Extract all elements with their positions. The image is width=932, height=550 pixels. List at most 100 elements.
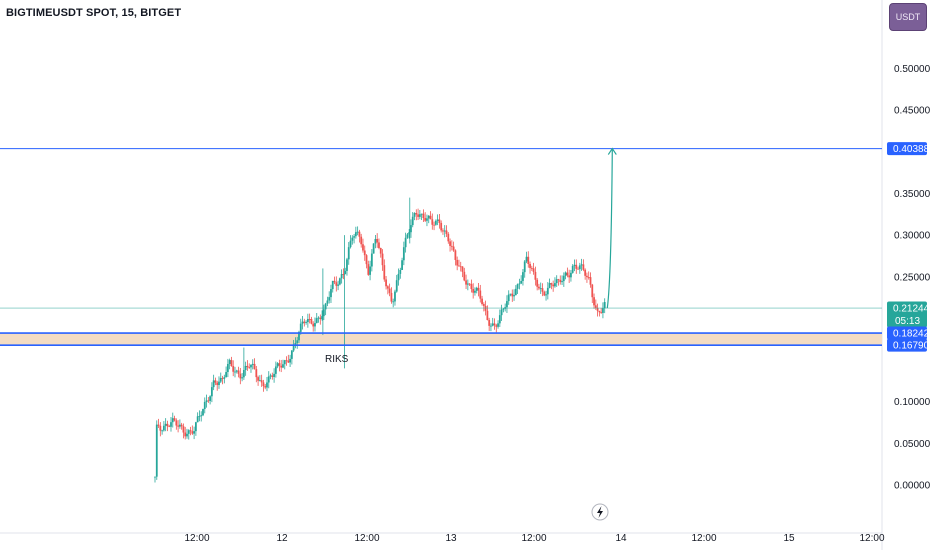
candle-body [516, 284, 519, 289]
horizontal-levels[interactable] [0, 147, 882, 346]
candle-body [182, 426, 185, 433]
candle-body [470, 284, 473, 290]
candle-body [155, 424, 158, 477]
candle-body [351, 237, 354, 241]
candle-body [305, 322, 307, 323]
candle-body [418, 214, 421, 217]
time-tick-label: 12:00 [184, 533, 209, 544]
candle-body [274, 366, 277, 374]
candle-body [463, 271, 466, 281]
time-tick-label: 12:00 [521, 533, 546, 544]
annotations: RIKS [325, 354, 349, 365]
candle-body [490, 325, 492, 327]
candle-body [383, 265, 386, 280]
candle-body [534, 271, 537, 280]
candle-body [402, 247, 405, 261]
candle-body [372, 243, 375, 254]
candle-body [269, 375, 272, 377]
candle-body [221, 377, 224, 379]
candle-body [189, 430, 192, 432]
candle-body [170, 422, 172, 427]
price-tag-label: 0.40388 [893, 144, 930, 155]
candle-body [173, 418, 176, 421]
candle-body [586, 275, 588, 278]
candle-body [417, 214, 419, 217]
candle-body [458, 265, 460, 267]
candle-body [493, 323, 496, 326]
support-zone-fill [0, 333, 882, 346]
candle-body [282, 364, 284, 368]
candle-body [550, 283, 553, 285]
candle-body [397, 273, 400, 281]
candle-body [194, 422, 197, 432]
candle-body [273, 373, 275, 377]
candle-body [358, 231, 361, 237]
candle-body [481, 298, 483, 305]
projection-arrowhead [607, 147, 617, 155]
candle-body [218, 381, 220, 386]
price-tick-label: 0.25000 [894, 272, 931, 283]
candle-body [502, 308, 505, 310]
time-tick-label: 15 [783, 533, 795, 544]
candle-body [491, 323, 494, 326]
price-tag-box [887, 326, 927, 340]
candle-body [523, 261, 526, 273]
candle-body [486, 310, 489, 320]
candle-body [488, 319, 491, 326]
chart-grid [0, 0, 883, 550]
candle-body [411, 216, 414, 226]
price-tick-label: 0.35000 [894, 189, 931, 200]
candle-body [266, 382, 268, 388]
candle-body [226, 364, 229, 373]
candle-body [442, 230, 444, 232]
candle-body [456, 259, 459, 266]
candle-body [589, 277, 592, 285]
candle-body [292, 344, 295, 351]
candle-body [251, 363, 254, 365]
candle-body [210, 387, 213, 397]
candle-body [363, 250, 366, 256]
candle-body [177, 425, 180, 427]
candle-body [223, 377, 226, 379]
candle-body [568, 275, 571, 278]
candle-body [548, 283, 551, 288]
annotation-label: RIKS [325, 354, 349, 365]
candle-body [353, 236, 355, 238]
price-tick-label: 0.10000 [894, 397, 931, 408]
candle-body [381, 253, 384, 266]
lightning-icon[interactable] [591, 503, 609, 521]
projection-arrow[interactable] [606, 148, 613, 309]
price-tick-label: 0.30000 [894, 231, 931, 242]
candle-body [349, 240, 352, 248]
candle-body [310, 319, 313, 324]
currency-button[interactable]: USDT [889, 3, 927, 31]
candle-body [587, 277, 590, 278]
candle-body [342, 274, 345, 275]
candle-body [299, 323, 302, 332]
candle-body [207, 400, 210, 402]
candle-body [386, 286, 389, 289]
candle-body [283, 360, 286, 365]
time-tick-label: 13 [445, 533, 457, 544]
candle-body [495, 325, 498, 327]
candle-body [166, 423, 169, 427]
time-axis[interactable]: 12:00 12 12:00 13 12:00 14 12:00 15 12:00 [184, 533, 884, 544]
candle-body [203, 401, 206, 410]
candle-body [186, 433, 188, 437]
candle-body [561, 281, 563, 283]
candle-body [404, 237, 407, 248]
support-zone [0, 333, 882, 346]
price-tag[interactable]: 0.16790 [887, 338, 930, 352]
candle-body [178, 424, 181, 427]
candle-body [603, 302, 606, 309]
price-tag-label: 0.18242 [893, 329, 930, 340]
price-axis[interactable]: 0.50000 0.45000 0.35000 0.30000 0.25000 0.100… [887, 64, 931, 492]
candle-body [554, 283, 556, 287]
price-tick-label: 0.50000 [894, 64, 931, 75]
price-tag[interactable]: 0.18242 [887, 326, 930, 340]
candle-body [424, 218, 427, 221]
price-tick-label: 0.45000 [894, 106, 931, 117]
price-tag[interactable]: 0.40388 [887, 142, 930, 156]
